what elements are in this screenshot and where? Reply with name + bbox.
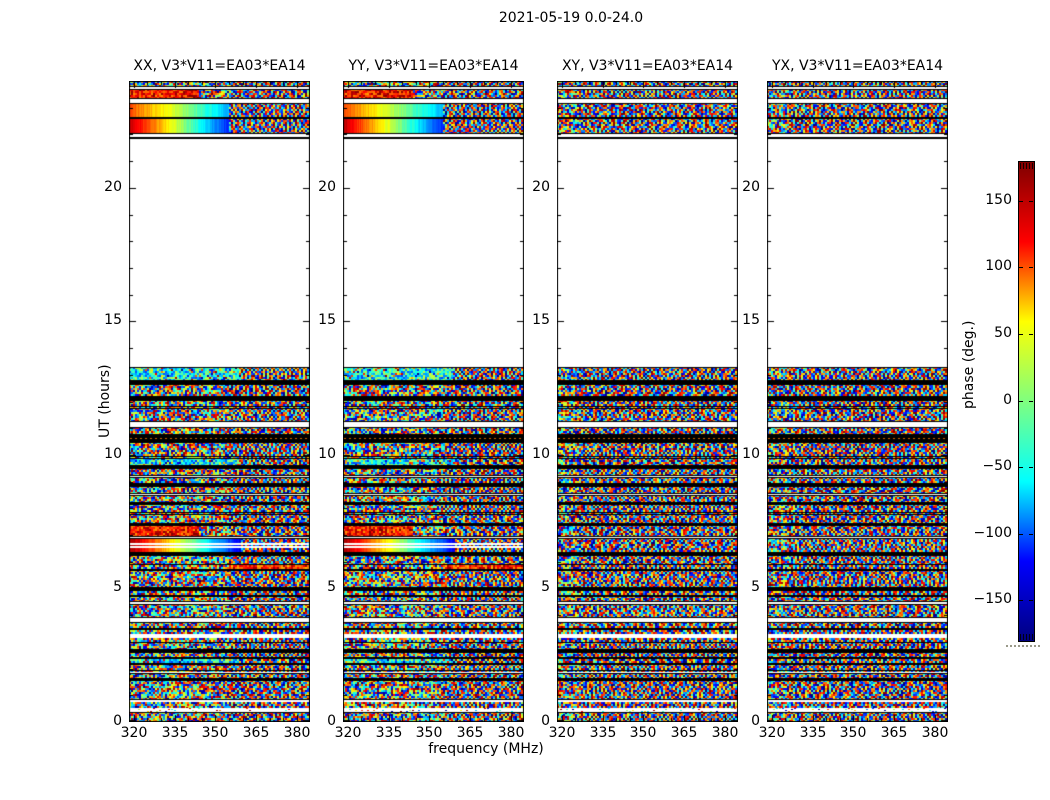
x-tick-label: 350 [833, 726, 873, 741]
y-tick-label: 10 [720, 447, 760, 462]
colorbar-tick [1029, 467, 1033, 468]
colorbar-comb-top [1020, 163, 1033, 169]
colorbar-tick-label: 50 [960, 326, 1012, 341]
y-tick-label: 20 [82, 180, 122, 195]
y-tick-label: 0 [510, 714, 550, 729]
y-tick-label: 0 [82, 714, 122, 729]
colorbar-tick [1019, 467, 1023, 468]
figure: 2021-05-19 0.0-24.0 frequency (MHz) UT (… [0, 0, 1050, 800]
y-tick-label: 5 [720, 580, 760, 595]
panel-title-xx: XX, V3*V11=EA03*EA14 [110, 59, 330, 74]
colorbar-tick-label: 100 [960, 259, 1012, 274]
colorbar-tick-label: −100 [960, 526, 1012, 541]
y-tick-label: 15 [296, 313, 336, 328]
colorbar-tick [1029, 201, 1033, 202]
colorbar-tick [1019, 201, 1023, 202]
y-tick-label: 10 [510, 447, 550, 462]
colorbar-tick-label: −50 [960, 459, 1012, 474]
x-tick-label: 335 [583, 726, 623, 741]
colorbar-tick [1029, 401, 1033, 402]
panel-title-xy: XY, V3*V11=EA03*EA14 [538, 59, 758, 74]
x-tick-label: 365 [450, 726, 490, 741]
x-tick-label: 335 [369, 726, 409, 741]
x-tick-label: 350 [623, 726, 663, 741]
colorbar-tick [1019, 534, 1023, 535]
colorbar-tick [1019, 334, 1023, 335]
x-tick-label: 365 [874, 726, 914, 741]
colorbar-tick-label: −150 [960, 592, 1012, 607]
y-tick-label: 20 [510, 180, 550, 195]
panel-heatmap-xx [129, 81, 310, 722]
colorbar-tick [1019, 401, 1023, 402]
y-tick-label: 15 [510, 313, 550, 328]
x-tick-label: 350 [409, 726, 449, 741]
y-tick-label: 10 [296, 447, 336, 462]
colorbar-tick [1029, 600, 1033, 601]
y-tick-label: 5 [510, 580, 550, 595]
y-tick-label: 0 [296, 714, 336, 729]
y-tick-label: 15 [720, 313, 760, 328]
colorbar-tick [1019, 600, 1023, 601]
colorbar-tick [1029, 334, 1033, 335]
y-tick-label: 15 [82, 313, 122, 328]
x-tick-label: 350 [195, 726, 235, 741]
x-tick-label: 335 [793, 726, 833, 741]
figure-title: 2021-05-19 0.0-24.0 [371, 11, 771, 26]
colorbar-dotted-edge [1006, 645, 1040, 647]
y-tick-label: 10 [82, 447, 122, 462]
y-tick-label: 20 [720, 180, 760, 195]
x-tick-label: 365 [664, 726, 704, 741]
x-axis-label: frequency (MHz) [386, 742, 586, 757]
colorbar-tick-label: 150 [960, 193, 1012, 208]
colorbar-tick-label: 0 [960, 393, 1012, 408]
y-tick-label: 0 [720, 714, 760, 729]
colorbar-comb-bottom [1020, 634, 1033, 640]
colorbar-tick [1029, 534, 1033, 535]
colorbar-tick [1029, 267, 1033, 268]
colorbar-tick [1019, 267, 1023, 268]
panel-heatmap-yx [767, 81, 948, 722]
colorbar-label: phase (deg.) [962, 300, 977, 430]
panel-title-yy: YY, V3*V11=EA03*EA14 [324, 59, 544, 74]
x-tick-label: 335 [155, 726, 195, 741]
panel-title-yx: YX, V3*V11=EA03*EA14 [748, 59, 968, 74]
y-axis-label: UT (hours) [98, 340, 113, 462]
y-tick-label: 5 [82, 580, 122, 595]
panel-heatmap-yy [343, 81, 524, 722]
x-tick-label: 380 [915, 726, 955, 741]
x-tick-label: 365 [236, 726, 276, 741]
y-tick-label: 5 [296, 580, 336, 595]
y-tick-label: 20 [296, 180, 336, 195]
panel-heatmap-xy [557, 81, 738, 722]
